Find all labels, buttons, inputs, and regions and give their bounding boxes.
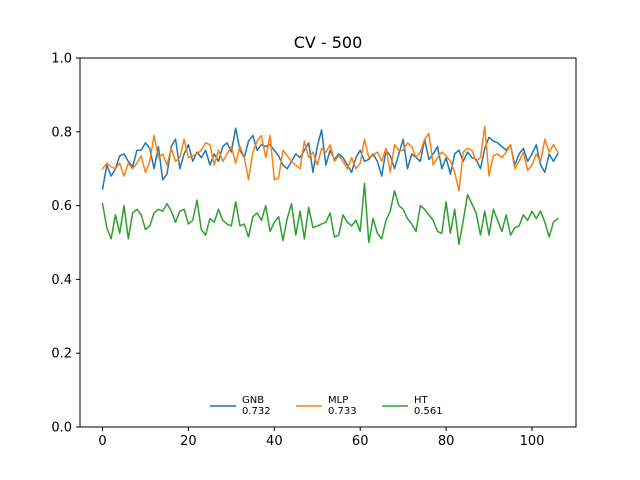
series-line-mlp [101, 125, 559, 192]
legend-label-ht: HT [414, 395, 429, 406]
legend-value-mlp: 0.733 [328, 406, 357, 417]
x-tick-label: 40 [266, 434, 283, 449]
axis-ticks: 0 20 40 60 80 100 0.0 0.2 0.4 0.6 0.8 1.0 [51, 52, 544, 450]
y-tick-label: 0.2 [51, 347, 72, 362]
x-tick-label: 0 [98, 434, 106, 449]
y-tick-label: 1.0 [51, 52, 72, 67]
chart-title: CV - 500 [294, 33, 363, 52]
x-tick-label: 20 [180, 434, 197, 449]
legend-value-gnb: 0.732 [242, 406, 271, 417]
series-line-ht [101, 182, 559, 246]
y-tick-label: 0.6 [51, 199, 72, 214]
legend-value-ht: 0.561 [414, 406, 443, 417]
plot-frame [79, 57, 577, 428]
legend-label-gnb: GNB [242, 395, 264, 406]
x-tick-label: 80 [438, 434, 455, 449]
series-layer [101, 125, 559, 246]
y-tick-label: 0.0 [51, 421, 72, 436]
x-tick-label: 100 [520, 434, 545, 449]
legend-label-mlp: MLP [328, 395, 348, 406]
y-tick-label: 0.4 [51, 273, 72, 288]
x-tick-label: 60 [352, 434, 369, 449]
y-tick-label: 0.8 [51, 125, 72, 140]
